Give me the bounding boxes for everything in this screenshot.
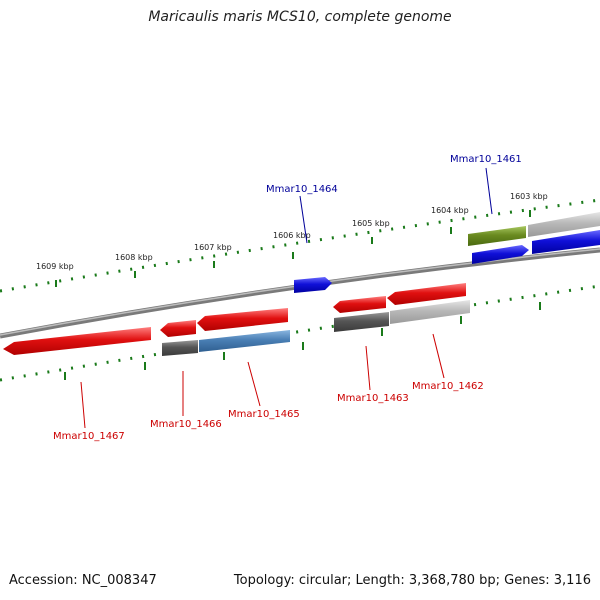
genome-summary-text: Topology: circular; Length: 3,368,780 bp… <box>233 573 591 588</box>
gene-arrow[interactable] <box>160 320 196 337</box>
gene-arrow[interactable] <box>528 212 600 237</box>
gene-label-mmar10-1464: Mmar10_1464 <box>266 184 338 195</box>
gene-mmar10-1463[interactable] <box>334 312 389 332</box>
gene-mmar10-1467[interactable] <box>3 327 151 355</box>
gene-mmar10-1461[interactable] <box>468 226 526 246</box>
leader-line <box>365 345 371 391</box>
gene-mmar10-1466[interactable] <box>162 340 198 356</box>
leader-line <box>247 361 261 407</box>
gene-arrow[interactable] <box>472 245 529 264</box>
scale-label: 1609 kbp <box>36 262 74 271</box>
lower-scale-ticks <box>0 284 600 382</box>
upper-scale-ticks <box>0 198 600 293</box>
scale-label: 1604 kbp <box>431 206 469 215</box>
major-ticks <box>55 210 541 380</box>
gene-mmar10-1462[interactable] <box>390 300 470 324</box>
scale-label: 1606 kbp <box>273 231 311 240</box>
gene-label-mmar10-1463: Mmar10_1463 <box>337 393 409 404</box>
accession-text: Accession: NC_008347 <box>9 573 157 588</box>
gene-label-mmar10-1466: Mmar10_1466 <box>150 419 222 430</box>
scale-label: 1605 kbp <box>352 219 390 228</box>
gene-label-mmar10-1462: Mmar10_1462 <box>412 381 484 392</box>
leader-line <box>485 167 493 215</box>
gene-arrow[interactable] <box>387 283 466 305</box>
gene-arrow[interactable] <box>532 230 600 254</box>
gene-arrow[interactable] <box>197 308 288 331</box>
genome-title: Maricaulis maris MCS10, complete genome <box>148 9 452 25</box>
scale-label: 1603 kbp <box>510 192 548 201</box>
gene-label-mmar10-1461: Mmar10_1461 <box>450 154 522 165</box>
gene-mmar10-1465[interactable] <box>199 330 290 352</box>
scale-label: 1607 kbp <box>194 243 232 252</box>
leader-line <box>432 333 445 379</box>
genome-backbone <box>0 247 600 339</box>
gene-arrow[interactable] <box>333 296 386 313</box>
gene-label-mmar10-1467: Mmar10_1467 <box>53 431 125 442</box>
leader-line <box>299 195 308 244</box>
scale-label: 1608 kbp <box>115 253 153 262</box>
gene-mmar10-1464[interactable] <box>294 277 332 293</box>
leader-line <box>80 381 86 429</box>
gene-label-mmar10-1465: Mmar10_1465 <box>228 409 300 420</box>
